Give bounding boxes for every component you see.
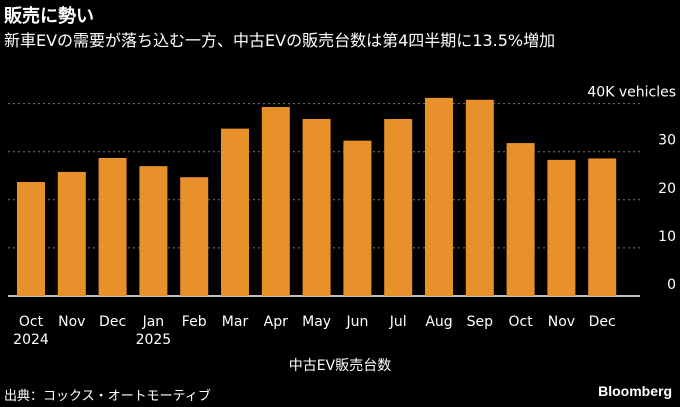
x-tick-label: Mar [222, 314, 249, 330]
y-tick-label: 40K vehicles [587, 85, 676, 101]
bar [465, 99, 494, 297]
bar [588, 158, 617, 296]
bar [547, 159, 576, 296]
bar [139, 166, 168, 296]
bar [98, 157, 127, 296]
bar [506, 143, 535, 296]
y-tick-label: 10 [658, 229, 676, 245]
x-tick-label: May [302, 314, 331, 330]
x-year-label: 2024 [13, 332, 49, 348]
bar [261, 106, 290, 296]
y-tick-label: 30 [658, 133, 676, 149]
chart-subtitle: 新車EVの需要が落ち込む一方、中古EVの販売台数は第4四半期に13.5%増加 [4, 31, 556, 50]
x-tick-label: Jun [345, 314, 368, 330]
bar [425, 97, 453, 296]
bar [17, 182, 45, 296]
bar [57, 171, 86, 296]
bloomberg-logo: Bloomberg [598, 383, 672, 399]
x-year-label: 2025 [136, 332, 172, 348]
x-tick-label: Jul [389, 314, 407, 330]
x-axis-label: 中古EV販売台数 [289, 358, 391, 374]
x-tick-label: Sep [467, 314, 494, 330]
x-tick-label: Oct [508, 314, 533, 330]
x-tick-label: Apr [264, 314, 288, 330]
bar [343, 140, 372, 296]
bar [302, 119, 331, 296]
x-tick-label: Jan [142, 314, 165, 330]
x-tick-label: Oct [19, 314, 44, 330]
source-note: 出典：コックス・オートモーティブ [4, 389, 211, 404]
x-tick-label: Nov [58, 314, 85, 330]
x-tick-label: Nov [548, 314, 575, 330]
x-tick-label: Dec [99, 314, 126, 330]
x-tick-label: Aug [425, 314, 452, 330]
bar [384, 119, 413, 296]
bar [221, 128, 249, 296]
y-tick-label: 20 [658, 181, 676, 197]
x-tick-label: Dec [589, 314, 616, 330]
x-tick-label: Feb [182, 314, 207, 330]
bar [180, 177, 209, 296]
y-tick-label: 0 [667, 277, 676, 293]
chart-title: 販売に勢い [4, 6, 94, 27]
